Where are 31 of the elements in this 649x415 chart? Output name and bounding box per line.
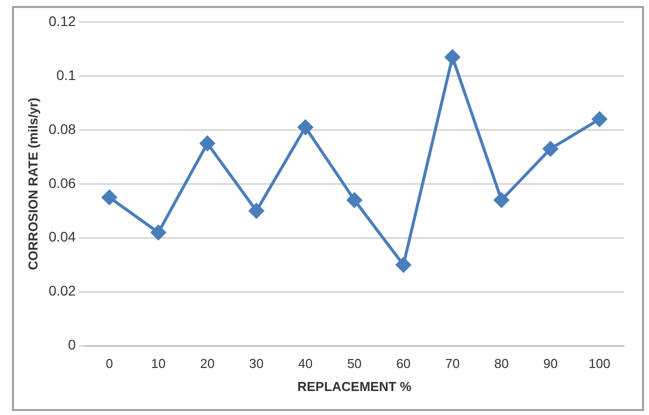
y-tick-label: 0.04 bbox=[48, 228, 76, 245]
point bbox=[346, 192, 362, 208]
x-tick-label: 0 bbox=[106, 356, 113, 372]
y-tick-label: 0.02 bbox=[48, 282, 76, 299]
point bbox=[494, 192, 509, 208]
point bbox=[592, 112, 607, 127]
y-tick-label: 0.08 bbox=[48, 120, 76, 137]
x-tick-label: 30 bbox=[249, 356, 264, 372]
x-axis-title: REPLACEMENT % bbox=[297, 378, 412, 394]
point bbox=[542, 141, 558, 156]
x-tick-label: 100 bbox=[588, 356, 610, 372]
x-tick-label: 90 bbox=[543, 356, 558, 372]
x-tick-label: 60 bbox=[396, 356, 411, 372]
point bbox=[444, 50, 460, 65]
y-tick-label: 0.06 bbox=[48, 174, 76, 191]
point bbox=[150, 224, 166, 240]
point bbox=[200, 136, 215, 151]
x-tick-label: 50 bbox=[347, 356, 362, 372]
x-tick-label: 10 bbox=[151, 356, 166, 372]
x-tick-label: 80 bbox=[494, 356, 509, 372]
x-tick-label: 20 bbox=[200, 356, 215, 372]
point bbox=[248, 203, 264, 218]
point bbox=[102, 190, 117, 205]
point bbox=[396, 257, 411, 272]
y-tick-label: 0.1 bbox=[56, 66, 76, 83]
x-tick-label: 40 bbox=[298, 356, 313, 372]
x-tick-label: 70 bbox=[445, 356, 460, 372]
y-tick-label: 0.12 bbox=[48, 12, 76, 29]
point bbox=[298, 120, 313, 135]
y-axis-title: CORROSION RATE (mils/yr) bbox=[25, 98, 40, 270]
y-tick-label: 0 bbox=[68, 336, 76, 353]
